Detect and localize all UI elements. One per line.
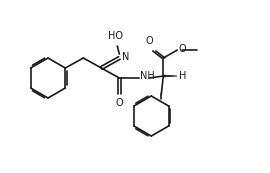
Text: NH: NH bbox=[140, 71, 155, 81]
Text: H: H bbox=[179, 71, 187, 81]
Text: HO: HO bbox=[108, 31, 123, 41]
Text: N: N bbox=[122, 52, 130, 62]
Text: O: O bbox=[116, 98, 123, 108]
Polygon shape bbox=[163, 75, 177, 77]
Text: O: O bbox=[178, 44, 186, 54]
Text: O: O bbox=[146, 36, 153, 46]
